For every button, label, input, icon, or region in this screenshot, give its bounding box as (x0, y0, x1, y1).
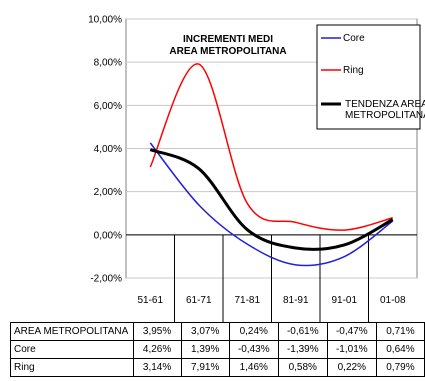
y-tick-label: 4,00% (94, 144, 122, 155)
table-cell: 0,22% (326, 358, 377, 377)
legend: Core Ring TENDENZA AREA METROPOLITANA (316, 24, 425, 130)
table-cell: 0,24% (228, 322, 279, 341)
y-tick-label: 0,00% (94, 230, 122, 241)
point-core-4 (343, 256, 345, 258)
row-label: Core (10, 340, 134, 359)
point-ring-3 (295, 221, 297, 223)
point-core-3 (295, 264, 297, 266)
series-line-ring (149, 63, 393, 231)
chart-title: INCREMENTI MEDI AREA METROPOLITANA (169, 34, 286, 57)
table-cell: 3,95% (132, 322, 182, 341)
point-area-0 (149, 149, 151, 151)
table-cell: -1,39% (277, 340, 328, 359)
x-tick-label: 51-61 (137, 295, 163, 306)
table-cell: 0,79% (375, 358, 425, 377)
point-area-2 (246, 229, 248, 231)
point-area-1 (198, 168, 200, 170)
point-core-2 (246, 243, 248, 245)
chart-title-line-1: INCREMENTI MEDI (183, 34, 273, 45)
x-tick-label: 81-91 (283, 295, 309, 306)
y-tick-label: -2,00% (90, 274, 122, 285)
table-row: AREA METROPOLITANA 3,95% 3,07% 0,24% -0,61% -… (10, 322, 425, 341)
table-cell: -0,47% (326, 322, 377, 341)
x-axis: 51-61 61-71 71-81 81-91 91-01 01-08 (137, 295, 406, 306)
table-cell: 0,71% (375, 322, 425, 341)
point-ring-4 (343, 229, 345, 231)
legend-label-area-line-1: TENDENZA AREA (345, 99, 425, 110)
legend-label-core: Core (343, 33, 365, 44)
point-core-0 (149, 142, 151, 144)
x-tick-label: 61-71 (186, 295, 212, 306)
y-tick-label: 2,00% (94, 187, 122, 198)
y-axis: 10,00% 8,00% 6,00% 4,00% 2,00% 0,00% -2,00% (88, 15, 122, 285)
point-area-5 (392, 219, 394, 221)
table-cell: 0,58% (277, 358, 328, 377)
table-cell: 1,39% (180, 340, 230, 359)
series-line-core (149, 142, 394, 267)
series-lines (149, 63, 394, 267)
table-cell: 3,07% (180, 322, 230, 341)
y-tick-label: 8,00% (94, 58, 122, 69)
point-ring-0 (149, 166, 151, 168)
table-cell: 7,91% (180, 358, 230, 377)
point-core-1 (198, 204, 200, 206)
line-chart: 10,00% 8,00% 6,00% 4,00% 2,00% 0,00% -2,00% 51… (88, 15, 425, 322)
x-tick-label: 01-08 (380, 295, 406, 306)
y-tick-label: 10,00% (88, 15, 122, 26)
x-tick-label: 91-01 (331, 295, 357, 306)
point-area-4 (343, 244, 345, 246)
point-ring-2 (246, 202, 248, 204)
point-ring-1 (198, 63, 200, 65)
table-cell: -1,01% (326, 340, 377, 359)
row-label: AREA METROPOLITANA (10, 322, 134, 341)
table-cell: -0,43% (228, 340, 279, 359)
row-label: Ring (10, 358, 134, 377)
table-cell: 3,14% (132, 358, 182, 377)
y-tick-label: 6,00% (94, 101, 122, 112)
table-row: Ring 3,14% 7,91% 1,46% 0,58% 0,22% 0,79% (10, 358, 425, 377)
table-row: Core 4,26% 1,39% -0,43% -1,39% -1,01% 0,64% (10, 340, 425, 359)
series-line-area (149, 148, 394, 251)
table-cell: 4,26% (132, 340, 182, 359)
table-cell: -0,61% (277, 322, 328, 341)
point-area-3 (295, 247, 297, 249)
legend-label-ring: Ring (343, 65, 364, 76)
legend-label-area-line-2: METROPOLITANA (345, 110, 425, 121)
data-table: AREA METROPOLITANA 3,95% 3,07% 0,24% -0,61% -… (10, 322, 425, 377)
chart-title-line-2: AREA METROPOLITANA (169, 46, 286, 57)
legend-box (316, 24, 421, 130)
table-cell: 0,64% (375, 340, 425, 359)
table-cell: 1,46% (228, 358, 279, 377)
x-tick-label: 71-81 (234, 295, 260, 306)
